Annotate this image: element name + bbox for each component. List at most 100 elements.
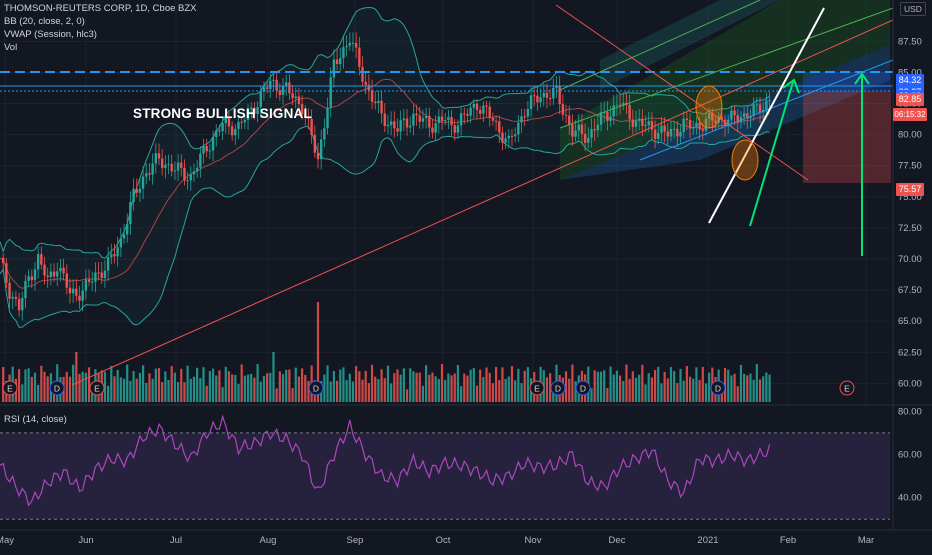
candle[interactable] (170, 163, 173, 172)
candle[interactable] (622, 102, 625, 106)
candle[interactable] (164, 164, 167, 169)
candle[interactable] (351, 42, 355, 44)
candle[interactable] (253, 107, 256, 115)
candle[interactable] (513, 134, 517, 137)
candle[interactable] (332, 59, 336, 78)
candle[interactable] (405, 118, 409, 128)
candle[interactable] (246, 109, 250, 120)
candle[interactable] (43, 264, 46, 276)
bb-lower[interactable] (0, 125, 770, 328)
candle[interactable] (768, 100, 771, 102)
candle[interactable] (36, 254, 40, 270)
candle[interactable] (354, 42, 358, 48)
candle[interactable] (313, 134, 317, 153)
candle[interactable] (679, 132, 682, 137)
long-ascending-trendline[interactable] (71, 19, 894, 386)
candle[interactable] (599, 112, 603, 125)
candle[interactable] (542, 92, 545, 98)
bb-upper[interactable] (0, 7, 770, 259)
candle[interactable] (91, 281, 94, 283)
candle[interactable] (56, 271, 59, 277)
candle[interactable] (637, 118, 641, 121)
candle[interactable] (14, 296, 18, 299)
candle[interactable] (421, 118, 425, 122)
candle[interactable] (746, 113, 749, 119)
candle[interactable] (75, 288, 78, 296)
candle[interactable] (1, 257, 5, 264)
candle[interactable] (78, 295, 81, 301)
candle[interactable] (450, 117, 453, 126)
candle[interactable] (765, 100, 768, 110)
candle[interactable] (714, 120, 717, 123)
candle[interactable] (157, 153, 161, 159)
candle[interactable] (342, 47, 345, 59)
candle[interactable] (167, 163, 170, 165)
candle[interactable] (634, 120, 638, 127)
candle[interactable] (348, 43, 351, 46)
candle[interactable] (434, 123, 437, 133)
candle[interactable] (160, 158, 164, 169)
candle[interactable] (316, 152, 320, 160)
candle[interactable] (653, 129, 657, 139)
price-label-tag-84-32[interactable]: 84.32 (896, 74, 924, 88)
candle[interactable] (17, 298, 21, 311)
candle[interactable] (278, 90, 282, 95)
candle[interactable] (272, 79, 275, 81)
candle[interactable] (660, 125, 663, 133)
candle[interactable] (186, 180, 189, 182)
candle[interactable] (106, 257, 110, 271)
earnings-marker[interactable] (839, 380, 855, 396)
candle[interactable] (733, 110, 736, 116)
candle[interactable] (21, 298, 24, 311)
candle[interactable] (288, 82, 291, 94)
candle[interactable] (466, 114, 469, 116)
dividend-marker[interactable] (710, 380, 726, 396)
candle[interactable] (402, 118, 406, 121)
candle[interactable] (545, 92, 549, 99)
candle[interactable] (154, 153, 158, 164)
candle[interactable] (5, 263, 8, 283)
candle[interactable] (587, 137, 590, 143)
candle[interactable] (151, 163, 154, 175)
candle[interactable] (46, 275, 49, 278)
candle[interactable] (428, 116, 431, 128)
candle[interactable] (755, 104, 759, 106)
descending-line-from-peak[interactable] (555, 4, 809, 181)
earnings-marker[interactable] (89, 380, 105, 396)
candle[interactable] (590, 129, 593, 138)
candle[interactable] (122, 234, 126, 239)
candle[interactable] (224, 117, 227, 124)
candle[interactable] (145, 173, 148, 177)
candle[interactable] (132, 188, 135, 202)
candle[interactable] (205, 146, 208, 152)
candle[interactable] (555, 85, 558, 88)
candle[interactable] (119, 238, 123, 248)
candle[interactable] (141, 176, 145, 189)
candle[interactable] (227, 117, 231, 127)
candle[interactable] (758, 104, 762, 113)
candle[interactable] (533, 95, 536, 97)
candle[interactable] (243, 119, 247, 123)
candle[interactable] (358, 47, 361, 67)
dividend-marker[interactable] (308, 380, 324, 396)
candle[interactable] (319, 139, 323, 160)
candle[interactable] (453, 125, 456, 133)
candle[interactable] (234, 128, 237, 136)
candle[interactable] (615, 104, 619, 106)
candle[interactable] (485, 105, 488, 107)
candle[interactable] (399, 120, 402, 132)
candle[interactable] (548, 98, 552, 100)
candle[interactable] (380, 100, 383, 114)
candle[interactable] (129, 201, 132, 225)
candle[interactable] (456, 125, 460, 133)
candle[interactable] (472, 103, 476, 108)
candle[interactable] (672, 128, 676, 130)
candle[interactable] (523, 116, 526, 118)
candle[interactable] (377, 100, 380, 103)
candle[interactable] (526, 108, 530, 117)
candle[interactable] (510, 135, 514, 137)
candle[interactable] (504, 138, 507, 143)
candle[interactable] (415, 113, 418, 116)
candle[interactable] (40, 254, 43, 265)
candle[interactable] (536, 95, 539, 103)
